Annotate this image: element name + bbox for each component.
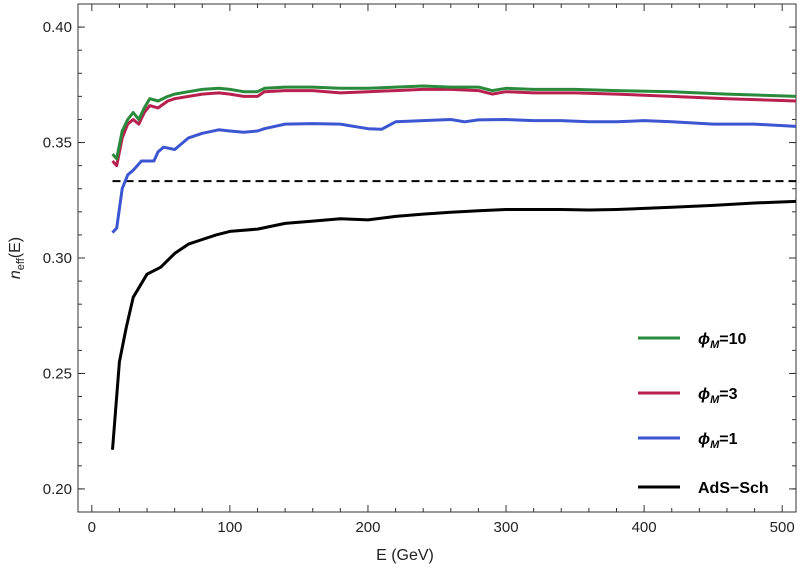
x-axis-label: E (GeV)	[376, 547, 434, 564]
plot-frame	[77, 3, 797, 513]
legend-label: ϕM=3	[698, 386, 738, 406]
legend-label-subscript: M	[710, 339, 720, 351]
legend-label: ϕM=10	[698, 331, 747, 351]
legend-label-suffix: =3	[719, 386, 737, 403]
y-tick-label: 0.20	[43, 481, 72, 498]
legend-label-suffix: =1	[719, 431, 737, 448]
legend-label-main: ϕ	[698, 331, 710, 348]
y-axis-label-tail: (E)	[7, 237, 24, 258]
x-tick-label: 300	[494, 519, 519, 536]
series-layer	[111, 84, 797, 450]
legend-label: AdS−Sch	[698, 480, 769, 497]
x-tick-label: 500	[770, 519, 795, 536]
legend-label-subscript: M	[710, 394, 720, 406]
ticks-layer: 0 100 200 300 400 500 0.20 0.25 0.30 0.35 0.40	[43, 3, 796, 536]
series-line-0	[111, 84, 797, 161]
legend-label: ϕM=1	[698, 431, 738, 451]
x-tick-label: 100	[217, 519, 242, 536]
legend-label-main: AdS−Sch	[698, 480, 769, 497]
legend-label-suffix: =10	[719, 331, 746, 348]
series-line-2	[111, 118, 797, 234]
y-axis-label-subscript: eff	[15, 257, 27, 270]
x-tick-label: 200	[355, 519, 380, 536]
legend-label-subscript: M	[710, 439, 720, 451]
legend-label-main: ϕ	[698, 431, 710, 448]
series-line-1	[111, 87, 797, 168]
series-line-3	[111, 199, 797, 450]
y-tick-label: 0.30	[43, 250, 72, 267]
y-axis-label: neff(E)	[7, 237, 27, 279]
y-tick-label: 0.40	[43, 19, 72, 36]
y-tick-label: 0.25	[43, 365, 72, 382]
x-tick-label: 400	[632, 519, 657, 536]
y-axis-label-main: n	[7, 270, 24, 279]
y-tick-label: 0.35	[43, 135, 72, 152]
legend-label-main: ϕ	[698, 386, 710, 403]
x-tick-label: 0	[88, 519, 96, 536]
